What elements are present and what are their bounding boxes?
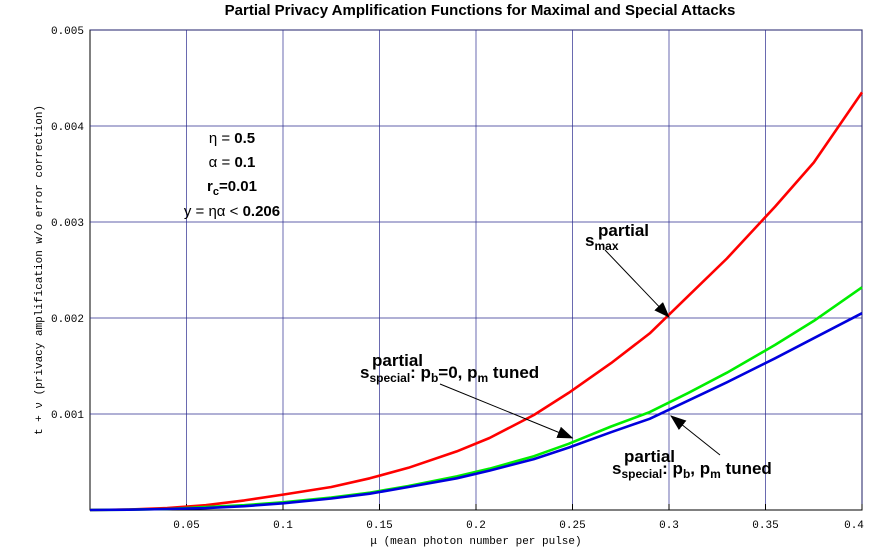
x-tick-label-1: 0.1 [273, 520, 293, 532]
annotation-smax-arrow [604, 249, 670, 318]
annotation-special1-label: sspecial: pb=0, pm tuned [360, 363, 539, 385]
annotation-smax-sup: partial [598, 221, 649, 240]
series-line-0 [89, 91, 864, 512]
annotation-special1-sup: partial [372, 351, 423, 370]
annotation-special1-arrow [439, 383, 574, 439]
x-axis-label: μ (mean photon number per pulse) [370, 536, 581, 548]
x-tick-label-4: 0.25 [559, 520, 585, 532]
y-tick-label-2: 0.003 [51, 218, 84, 230]
x-tick-label-5: 0.3 [659, 520, 679, 532]
tick-labels: 0.05 0.1 0.15 0.2 0.25 0.3 0.35 0.4 0.001 0.002 0.… [51, 26, 864, 532]
x-tick-label-7: 0.4 [844, 520, 864, 532]
param-eta: η = 0.5 [209, 130, 255, 147]
gridlines [90, 29, 863, 510]
chart-title: Partial Privacy Amplification Functions … [225, 2, 736, 19]
y-tick-label-1: 0.002 [51, 314, 84, 326]
x-tick-label-6: 0.35 [752, 520, 778, 532]
annotation-special2-sup: partial [624, 447, 675, 466]
x-tick-label-2: 0.15 [366, 520, 392, 532]
series-lines [89, 91, 864, 512]
y-tick-label-3: 0.004 [51, 122, 84, 134]
y-axis-label: t + ν (privacy amplification w/o error c… [34, 105, 46, 435]
param-alpha: α = 0.1 [209, 154, 256, 171]
param-y: y = ηα < 0.206 [184, 203, 280, 220]
parameter-block: η = 0.5 α = 0.1 rc=0.01 y = ηα < 0.206 [184, 130, 280, 220]
annotation-smax-label: smax [585, 231, 619, 253]
x-tick-label-3: 0.2 [466, 520, 486, 532]
annotation-special-tuned-pb0: sspecial: pb=0, pm tuned partial [360, 351, 574, 439]
y-tick-label-4: 0.005 [51, 26, 84, 38]
annotation-special-tuned-pb: sspecial: pb, pm tuned partial [612, 415, 772, 481]
x-tick-label-0: 0.05 [173, 520, 199, 532]
param-rc: rc=0.01 [207, 178, 257, 198]
annotation-special2-label: sspecial: pb, pm tuned [612, 459, 772, 481]
annotation-smax: smax partial [585, 221, 670, 318]
y-tick-label-0: 0.001 [51, 410, 84, 422]
annotation-special2-arrow [670, 415, 721, 456]
series-line-2 [89, 312, 863, 512]
